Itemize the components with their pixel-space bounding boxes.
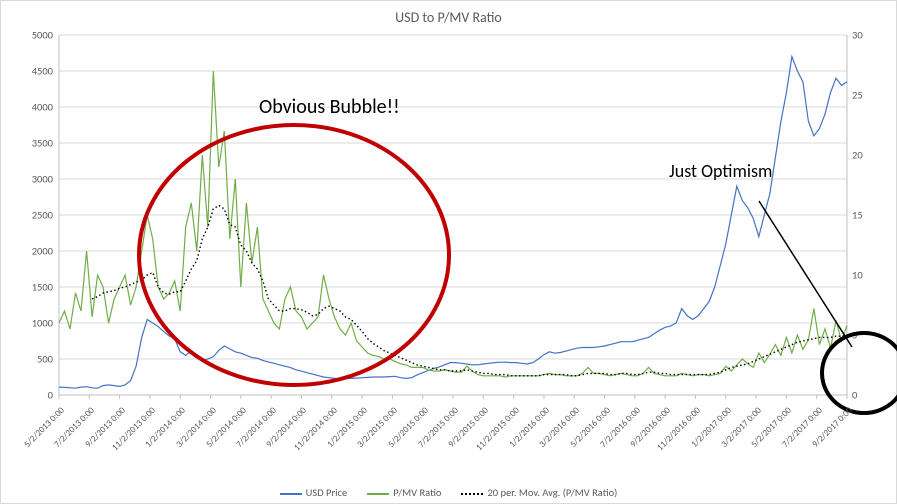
y2-tick-label: 10 [852,269,863,282]
annotation-text-1: Just Optimism [669,160,772,182]
plot-svg: Obvious Bubble!! Just Optimism [59,35,847,395]
legend-label: P/MV Ratio [393,486,441,499]
x-axis: 5/2/2013 0:007/2/2013 0:009/2/2013 0:001… [59,399,847,479]
y1-tick-label: 0 [48,389,53,402]
y1-tick-label: 1000 [32,317,53,330]
y2-tick-label: 25 [852,89,863,102]
y1-tick-label: 500 [37,353,53,366]
chart-title: USD to P/MV Ratio [1,9,896,26]
y1-tick-label: 3000 [32,173,53,186]
legend-swatch [461,493,483,495]
y2-tick-label: 15 [852,209,863,222]
legend: USD Price P/MV Ratio 20 per. Mov. Avg. (P/… [1,485,896,499]
annotation-text-0: Obvious Bubble!! [259,95,400,119]
series-p-mv-ratio [59,71,847,377]
plot-area: Obvious Bubble!! Just Optimism [59,35,847,395]
series-20-per-mov-avg-p-mv-ratio- [92,205,847,375]
annotation-circle-0 [139,125,449,385]
annotation-line-1 [759,201,852,347]
y1-tick-label: 4000 [32,101,53,114]
y1-tick-label: 5000 [32,29,53,42]
legend-label: USD Price [306,486,348,499]
y1-axis: 0500100015002000250030003500400045005000 [1,35,57,395]
y2-tick-label: 20 [852,149,863,162]
y1-tick-label: 1500 [32,281,53,294]
chart-container: USD to P/MV Ratio 0 500 1000 1500 2000 2500 30… [0,0,897,504]
legend-swatch [280,493,302,495]
legend-item: 20 per. Mov. Avg. (P/MV Ratio) [461,486,617,499]
legend-swatch [367,493,389,495]
legend-item: USD Price [280,486,348,499]
y1-tick-label: 3500 [32,137,53,150]
y2-tick-label: 30 [852,29,863,42]
legend-item: P/MV Ratio [367,486,441,499]
y1-tick-label: 4500 [32,65,53,78]
legend-label: 20 per. Mov. Avg. (P/MV Ratio) [487,486,617,499]
y2-tick-label: 0 [852,389,857,402]
y1-tick-label: 2500 [32,209,53,222]
y1-tick-label: 2000 [32,245,53,258]
